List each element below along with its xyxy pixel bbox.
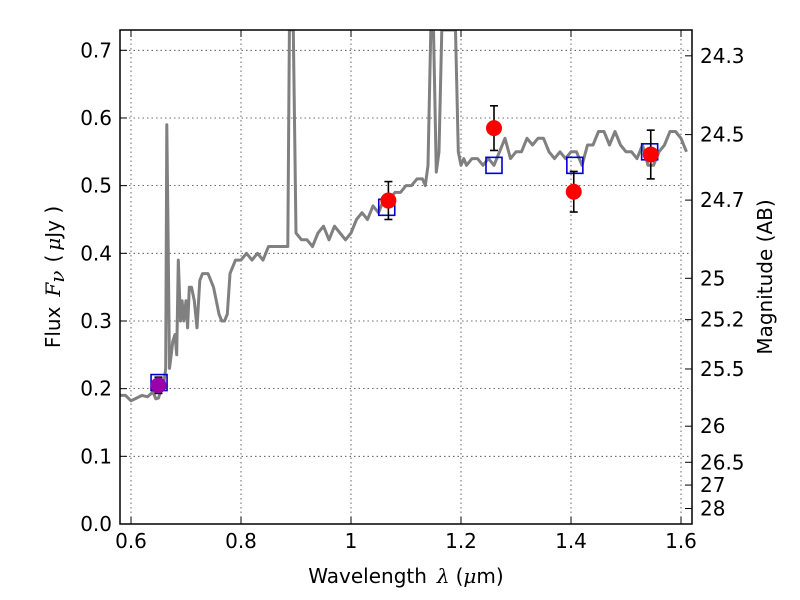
- y2-tick-label: 25.2: [700, 308, 745, 332]
- y-tick-label: 0.1: [80, 444, 112, 468]
- y-tick-label: 0.5: [80, 174, 112, 198]
- x-tick-label: 1.2: [445, 529, 477, 553]
- observed-point: [486, 120, 502, 137]
- y-axis-ticks: 0.0 0.1 0.2 0.3 0.4 0.5 0.6 0.7: [80, 38, 127, 536]
- y-tick-label: 0.7: [80, 38, 112, 62]
- x-tick-label: 1: [345, 529, 358, 553]
- observed-points: [150, 120, 659, 394]
- y2-tick-label: 27: [700, 473, 725, 497]
- observed-point: [565, 183, 582, 200]
- y2-tick-label: 24.3: [700, 44, 745, 68]
- model-points: [150, 143, 659, 392]
- y2-tick-label: 24.7: [700, 188, 745, 212]
- x-axis-ticks: 0.6 0.8 1 1.2 1.4 1.6: [115, 30, 697, 553]
- x-tick-label: 0.8: [225, 529, 257, 553]
- y-tick-label: 0.6: [80, 106, 112, 130]
- y2-tick-label: 26.5: [700, 450, 745, 474]
- y-axis-label: FluxFν(μJy ): [41, 206, 69, 348]
- x-tick-label: 1.6: [665, 529, 697, 553]
- y-tick-label: 0.4: [80, 241, 112, 265]
- model-point: [566, 156, 584, 175]
- spectrum-line: [120, 30, 688, 403]
- model-point: [485, 156, 503, 175]
- y2-tick-label: 28: [700, 496, 725, 520]
- x-axis-label: Wavelength λ (μm): [308, 564, 503, 588]
- y-tick-label: 0.2: [80, 377, 112, 401]
- y-tick-label: 0.3: [80, 309, 112, 333]
- y2-tick-label: 24.5: [700, 123, 745, 147]
- y2-axis-label: Magnitude (AB): [753, 199, 777, 354]
- y-tick-label: 0.0: [80, 512, 112, 536]
- y2-tick-label: 26: [700, 414, 725, 438]
- y2-tick-label: 25: [700, 266, 725, 290]
- observed-point: [642, 146, 659, 163]
- plot-frame: [119, 29, 693, 525]
- error-bars: [154, 104, 655, 395]
- gridlines: [120, 30, 692, 525]
- y2-tick-label: 25.5: [700, 357, 745, 381]
- x-tick-label: 1.4: [555, 529, 587, 553]
- observed-point: [380, 192, 397, 209]
- x-tick-label: 0.6: [115, 529, 147, 553]
- observed-point: [150, 377, 167, 394]
